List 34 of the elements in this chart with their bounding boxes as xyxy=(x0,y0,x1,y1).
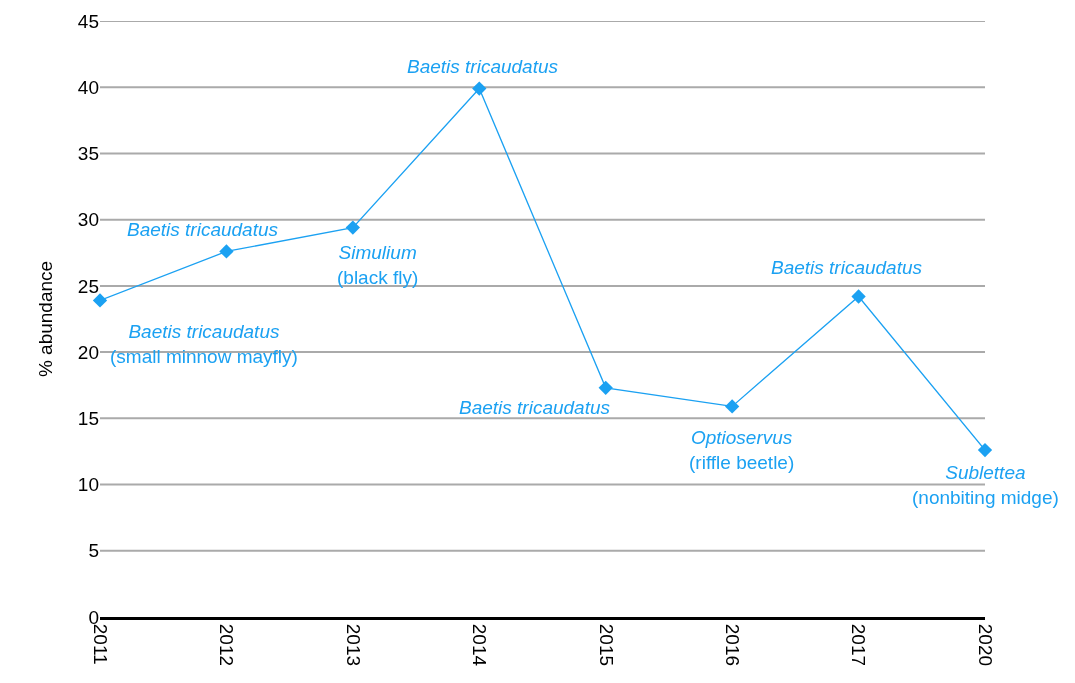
point xyxy=(92,293,108,308)
point xyxy=(345,220,361,235)
y-tick-label: 5 xyxy=(88,540,99,562)
point xyxy=(977,442,993,458)
x-tick-label: 2014 xyxy=(469,623,491,667)
x-tick-label: 2020 xyxy=(974,623,996,667)
annotation: Sublettea (nonbiting midge) xyxy=(912,462,1059,508)
y-tick-label: 10 xyxy=(77,474,99,496)
y-tick-label: 15 xyxy=(77,407,99,429)
y-tick-label: 25 xyxy=(77,275,99,297)
x-tick-label: 2017 xyxy=(848,623,870,667)
y-axis-title: % abundance xyxy=(34,260,56,378)
x-tick-label: 2011 xyxy=(89,623,111,665)
annotation: Baetis tricaudatus (small minnow mayfly) xyxy=(110,321,298,367)
y-tick-label: 35 xyxy=(77,143,99,165)
point xyxy=(724,399,740,414)
y-tick-label: 45 xyxy=(77,10,99,32)
annotation: Optioservus (riffle beetle) xyxy=(689,427,795,473)
point xyxy=(472,81,487,96)
y-tick-label: 20 xyxy=(77,341,99,363)
point xyxy=(598,380,613,396)
annotation: Baetis tricaudatus xyxy=(771,257,923,278)
x-tick-label: 2016 xyxy=(721,623,743,667)
annotation: Simulium (black fly) xyxy=(337,242,419,288)
y-tick-label: 30 xyxy=(77,209,99,231)
point xyxy=(851,289,866,304)
point xyxy=(219,244,234,259)
annotation: Baetis tricaudatus xyxy=(127,219,279,240)
x-tick-label: 2015 xyxy=(595,623,617,667)
annotation: Baetis tricaudatus xyxy=(407,56,559,77)
x-tick-label: 2012 xyxy=(216,623,238,667)
y-tick-label: 40 xyxy=(77,76,99,98)
x-tick-label: 2013 xyxy=(342,623,364,667)
annotation: Baetis tricaudatus xyxy=(459,397,611,418)
